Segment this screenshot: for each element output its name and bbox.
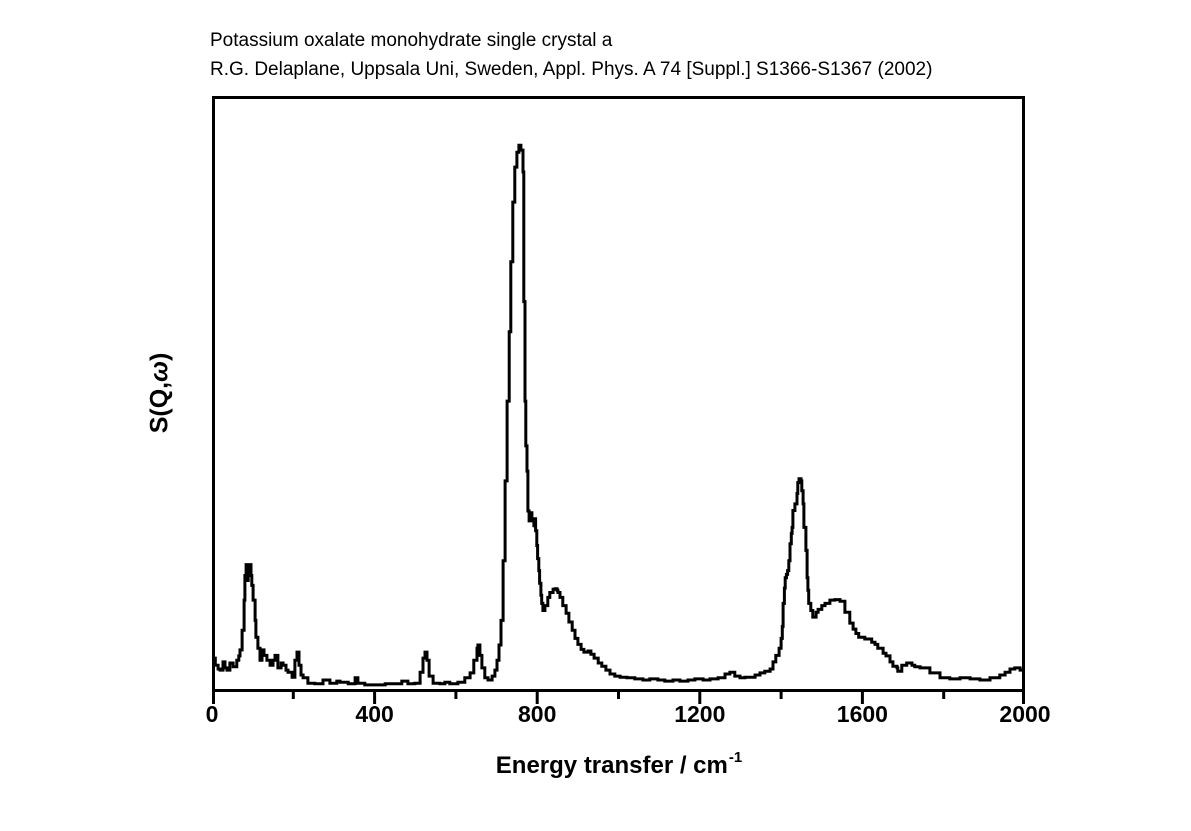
chart-header: Potassium oxalate monohydrate single cry… [210, 26, 932, 84]
chart-citation: R.G. Delaplane, Uppsala Uni, Sweden, App… [210, 59, 933, 80]
spectrum-curve [212, 143, 1025, 687]
y-axis-title-close: ) [145, 352, 174, 362]
x-tick-label-2000: 2000 [999, 701, 1051, 727]
y-axis-title: S(Q,ω) [146, 353, 175, 434]
x-tick-label-800: 800 [518, 701, 557, 727]
plot-frame [212, 96, 1025, 692]
chart-title: Potassium oxalate monohydrate single cry… [210, 30, 613, 51]
x-tick-label-0: 0 [205, 701, 219, 727]
x-axis-title: Energy transfer / cm-1 [212, 749, 1025, 780]
x-axis-title-exponent: -1 [728, 749, 743, 766]
spectrum-plot [212, 96, 1025, 704]
y-axis-title-text: S(Q, [145, 381, 174, 434]
x-tick-label-1200: 1200 [674, 701, 726, 727]
x-axis-title-text: Energy transfer / cm [495, 752, 728, 779]
x-tick-label-1600: 1600 [836, 701, 888, 727]
y-axis-title-omega: ω [145, 361, 174, 382]
x-axis-ticks [212, 690, 1025, 704]
x-tick-label-400: 400 [355, 701, 394, 727]
